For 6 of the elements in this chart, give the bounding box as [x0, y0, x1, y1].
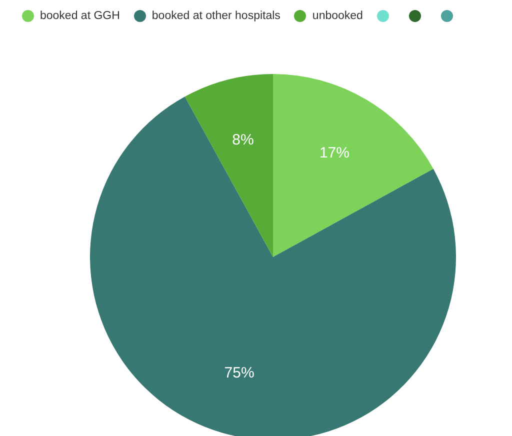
legend-label: booked at GGH	[40, 9, 120, 24]
data-label: 17%	[319, 144, 350, 162]
legend-label: booked at other hospitals	[152, 9, 280, 24]
legend-label: unbooked	[312, 9, 363, 24]
data-label: 8%	[232, 132, 254, 149]
data-label: 75%	[224, 364, 254, 382]
